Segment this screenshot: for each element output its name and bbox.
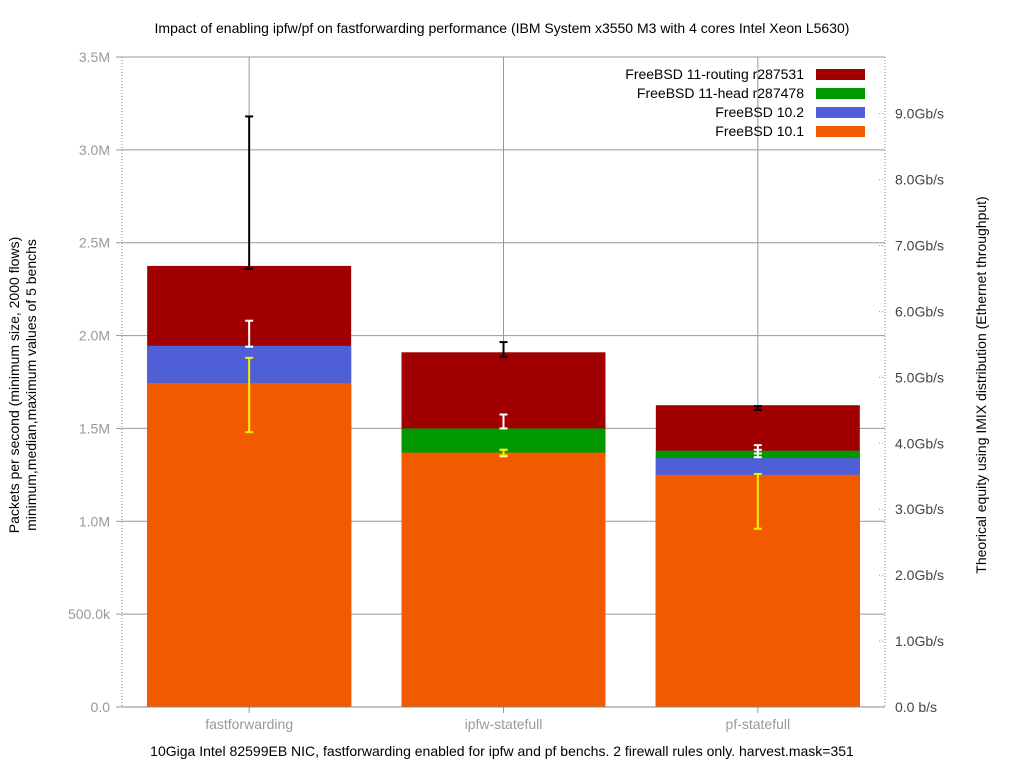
y2-tick-label: 7.0Gb/s <box>895 238 944 254</box>
legend-label: FreeBSD 10.1 <box>715 123 804 139</box>
x-tick-label: fastforwarding <box>205 716 293 732</box>
y-tick-label: 0.0 <box>91 699 111 715</box>
error-bars <box>245 115 762 530</box>
legend: FreeBSD 11-routing r287531 FreeBSD 11-hea… <box>625 66 865 139</box>
y-tick-label: 2.0M <box>79 328 110 344</box>
legend-label: FreeBSD 11-routing r287531 <box>625 66 804 82</box>
y2-tick-labels: 0.0 b/s 1.0Gb/s 2.0Gb/s 3.0Gb/s 4.0Gb/s 5.0Gb… <box>895 106 944 715</box>
legend-swatch <box>816 107 865 118</box>
y-tick-labels: 0.0 500.0k 1.0M 1.5M 2.0M 2.5M 3.0M 3.5M <box>68 49 111 715</box>
y-tick-label: 1.0M <box>79 513 110 529</box>
y2-tick-label: 2.0Gb/s <box>895 567 944 583</box>
legend-swatch <box>816 69 865 80</box>
y2-tick-label: 8.0Gb/s <box>895 172 944 188</box>
y-tick-label: 1.5M <box>79 420 110 436</box>
x-tick-label: pf-statefull <box>726 716 791 732</box>
legend-label: FreeBSD 10.2 <box>715 104 804 120</box>
axes <box>121 57 886 708</box>
y-tick-label: 3.0M <box>79 142 110 158</box>
y-axis-label-line1: Packets per second (minimum size, 2000 f… <box>6 237 22 533</box>
y-tick-label: 500.0k <box>68 606 111 622</box>
legend-label: FreeBSD 11-head r287478 <box>637 85 804 101</box>
legend-swatch <box>816 88 865 99</box>
y2-tick-label: 9.0Gb/s <box>895 106 944 122</box>
y-axis-label-line2: minimum,median,maximum values of 5 bench… <box>23 239 39 531</box>
y2-tick-label: 3.0Gb/s <box>895 501 944 517</box>
bar <box>147 382 352 707</box>
x-tick-label: ipfw-statefull <box>465 716 543 732</box>
legend-swatch <box>816 126 865 137</box>
x-tick-labels: fastforwarding ipfw-statefull pf-statefull <box>205 716 790 732</box>
y2-tick-label: 6.0Gb/s <box>895 303 944 319</box>
y2-tick-label: 4.0Gb/s <box>895 435 944 451</box>
bar <box>401 452 606 707</box>
x-axis-label: 10Giga Intel 82599EB NIC, fastforwarding… <box>150 743 854 759</box>
y2-tick-label: 0.0 b/s <box>895 699 937 715</box>
y2-tick-label: 5.0Gb/s <box>895 369 944 385</box>
y2-axis-label: Theorical equity using IMIX distribution… <box>973 196 989 573</box>
chart-title: Impact of enabling ipfw/pf on fastforwar… <box>155 20 850 36</box>
y2-tick-label: 1.0Gb/s <box>895 633 944 649</box>
y-tick-label: 2.5M <box>79 235 110 251</box>
y-tick-label: 3.5M <box>79 49 110 65</box>
